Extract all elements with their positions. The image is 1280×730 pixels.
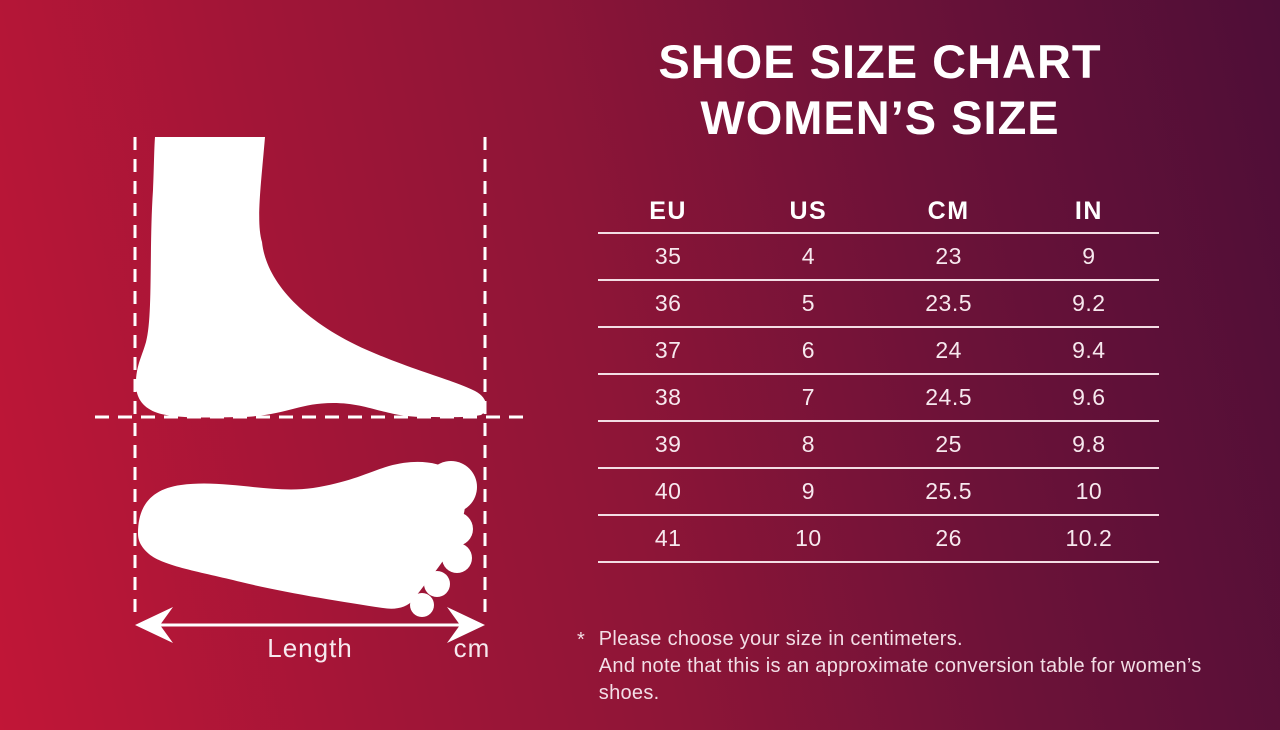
cell-cm: 24.5 <box>925 384 972 410</box>
fourth-toe <box>424 571 450 597</box>
length-label: Length <box>267 633 353 663</box>
size-table: EU US CM IN 35 4 23 9 36 5 23.5 9.2 37 6… <box>598 191 1159 563</box>
table-row: 37 6 24 9.4 <box>598 328 1159 375</box>
footnote-text: Please choose your size in centimeters. … <box>599 626 1257 707</box>
cell-eu: 41 <box>654 525 682 551</box>
cell-eu: 40 <box>654 478 682 504</box>
cell-us: 4 <box>801 243 816 269</box>
footnote-marker: * <box>577 629 586 651</box>
second-toe <box>439 512 473 546</box>
cell-cm: 26 <box>935 525 962 551</box>
cell-us: 8 <box>801 431 816 457</box>
column-header-cm: CM <box>927 197 970 225</box>
page-title: SHOE SIZE CHART WOMEN’S SIZE <box>590 34 1170 146</box>
table-header-row: EU US CM IN <box>598 191 1159 234</box>
length-arrow <box>135 607 485 643</box>
table-row: 39 8 25 9.8 <box>598 422 1159 469</box>
cell-in: 9.6 <box>1072 384 1106 410</box>
foot-side-silhouette <box>135 137 487 418</box>
title-line-2: WOMEN’S SIZE <box>700 91 1060 144</box>
table-row: 40 9 25.5 10 <box>598 469 1159 516</box>
cell-in: 9 <box>1082 243 1096 269</box>
cell-eu: 37 <box>654 337 682 363</box>
cell-in: 9.4 <box>1072 337 1106 363</box>
cell-in: 10 <box>1075 478 1103 504</box>
title-line-1: SHOE SIZE CHART <box>658 35 1102 88</box>
cell-in: 10.2 <box>1065 525 1113 551</box>
cell-eu: 38 <box>654 384 682 410</box>
cell-eu: 39 <box>654 431 682 457</box>
table-row: 38 7 24.5 9.6 <box>598 375 1159 422</box>
column-header-in: IN <box>1074 197 1103 225</box>
cell-cm: 23.5 <box>925 290 972 316</box>
cell-in: 9.2 <box>1072 290 1106 316</box>
unit-label: cm <box>453 633 491 663</box>
cell-cm: 25.5 <box>925 478 972 504</box>
big-toe <box>425 461 477 513</box>
cell-us: 6 <box>801 337 816 363</box>
footprint-silhouette <box>138 461 477 617</box>
table-row: 41 10 26 10.2 <box>598 516 1159 563</box>
arrowhead-right <box>447 607 485 643</box>
cell-cm: 25 <box>935 431 962 457</box>
column-header-eu: EU <box>649 197 687 225</box>
third-toe <box>442 543 472 573</box>
arrowhead-left <box>135 607 173 643</box>
little-toe <box>410 593 434 617</box>
cell-cm: 23 <box>935 243 962 269</box>
cell-cm: 24 <box>935 337 962 363</box>
footnote-line-2: And note that this is an approximate con… <box>598 655 1202 704</box>
cell-us: 10 <box>795 525 822 551</box>
cell-eu: 36 <box>654 290 682 316</box>
footnote: * Please choose your size in centimeters… <box>577 626 1257 707</box>
cell-us: 9 <box>801 478 816 504</box>
cell-us: 7 <box>801 384 816 410</box>
table-row: 36 5 23.5 9.2 <box>598 281 1159 328</box>
cell-us: 5 <box>801 290 816 316</box>
footnote-line-1: Please choose your size in centimeters. <box>598 628 963 650</box>
cell-in: 9.8 <box>1072 431 1106 457</box>
cell-eu: 35 <box>654 243 682 269</box>
table-row: 35 4 23 9 <box>598 234 1159 281</box>
foot-measurement-diagram <box>95 137 523 643</box>
column-header-us: US <box>789 197 828 225</box>
